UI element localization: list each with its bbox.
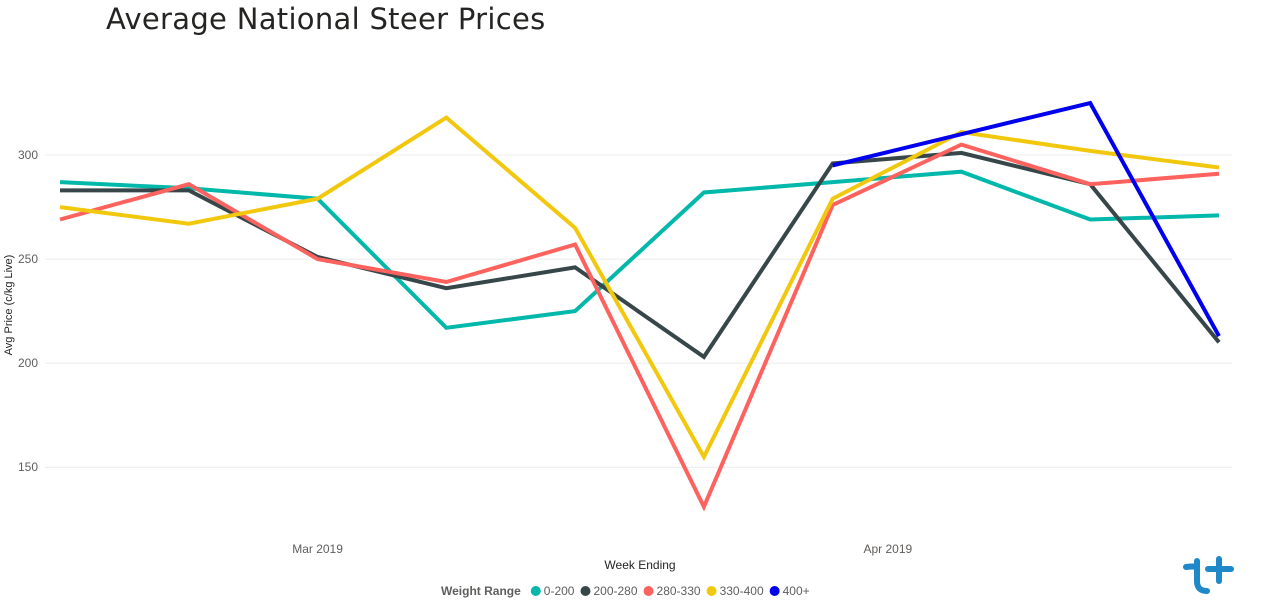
legend-item-0-200[interactable]: 0-200	[530, 584, 575, 598]
legend-title: Weight Range	[441, 584, 521, 598]
y-axis-label: Avg Price (c/kg Live)	[3, 255, 15, 356]
legend-item-400+[interactable]: 400+	[769, 584, 810, 598]
y-axis-ticks: 150 200 250 300	[18, 148, 38, 474]
legend-marker	[530, 586, 541, 596]
chart-title: Average National Steer Prices	[106, 2, 546, 36]
series-line-330-400	[59, 115, 1220, 462]
y-tick-label: 200	[18, 356, 38, 370]
legend[interactable]: Weight Range 0-200 200-280 280-330 330-400 4…	[441, 584, 810, 598]
x-tick-label: Mar 2019	[292, 542, 343, 556]
legend-label: 280-330	[657, 584, 701, 598]
tplus-logo-icon	[1183, 556, 1234, 594]
legend-item-200-280[interactable]: 200-280	[580, 584, 638, 598]
legend-marker	[580, 586, 591, 596]
y-tick-label: 300	[18, 148, 38, 162]
series-line-200-280	[60, 150, 1221, 360]
legend-marker	[706, 586, 717, 596]
legend-label: 0-200	[544, 584, 575, 598]
x-tick-label: Apr 2019	[864, 542, 913, 556]
y-tick-label: 250	[18, 252, 38, 266]
legend-item-280-330[interactable]: 280-330	[643, 584, 701, 598]
x-axis-label: Week Ending	[604, 558, 675, 572]
series-line-400+	[832, 100, 1221, 338]
legend-label: 200-280	[593, 584, 637, 598]
legend-label: 330-400	[720, 584, 764, 598]
legend-marker	[643, 586, 654, 596]
gridlines	[45, 154, 1232, 468]
series-line-280-330	[59, 142, 1220, 512]
series-lines	[59, 100, 1221, 512]
x-axis-ticks: Mar 2019 Apr 2019	[292, 542, 912, 556]
legend-item-330-400[interactable]: 330-400	[706, 584, 764, 598]
series-line-0-200	[59, 169, 1220, 330]
legend-marker	[769, 586, 780, 596]
legend-label: 400+	[783, 584, 810, 598]
y-tick-label: 150	[18, 460, 38, 474]
